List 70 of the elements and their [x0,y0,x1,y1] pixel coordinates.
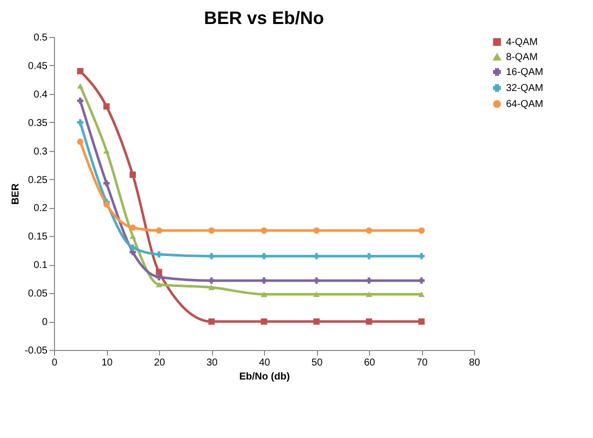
y-tick-label: 0.45 [28,60,48,72]
point [77,68,84,74]
point [156,251,162,258]
point [313,227,320,234]
x-axis-title: Eb/No (db) [239,372,290,382]
point [77,138,84,145]
legend-label: 64-QAM [506,99,544,110]
x-tick-label: 60 [364,358,376,368]
point [418,318,425,325]
y-tick-label: 0.5 [34,32,48,44]
point [260,291,268,297]
point [260,252,268,260]
y-tick-label: 0.1 [34,260,48,272]
y-axis-title: BER [10,182,22,205]
point [418,227,425,234]
y-tick-label: 0.35 [28,118,48,129]
point [418,291,425,297]
y-tick-label: 0.15 [28,232,48,243]
point [313,277,320,284]
point [418,252,425,260]
point [208,318,215,325]
x-tick-label: 40 [258,358,270,368]
legend-label: 16-QAM [506,67,544,78]
point [156,227,162,234]
legend-label: 8-QAM [506,52,538,63]
point [260,318,268,325]
point [313,318,320,325]
x-tick-label: 80 [468,358,480,368]
x-tick-label: 0 [52,358,58,368]
x-tick-label: 30 [206,358,218,368]
point [77,83,84,89]
point [77,98,84,104]
legend-label: 32-QAM [506,83,544,94]
y-tick-label: 0.2 [34,203,48,214]
point [366,291,372,297]
point [260,227,268,234]
x-tick-label: 20 [154,358,166,368]
point [313,252,320,260]
point [103,201,110,208]
point [130,224,136,231]
point [208,277,215,284]
y-tick-label: -0.05 [24,346,48,356]
point [366,227,372,234]
point [208,284,215,290]
legend-label: 4-QAM [506,37,538,48]
point [208,252,215,260]
point [418,277,425,284]
x-tick-label: 50 [311,358,323,368]
point [156,274,162,280]
point [366,252,372,260]
y-tick-label: 0.4 [34,89,48,100]
y-tick-label: 0.3 [34,146,48,158]
point [208,227,215,234]
point [156,282,162,288]
point [366,277,372,284]
chart-title: BER vs Eb/No [204,8,324,28]
point [313,291,320,297]
point [103,180,110,186]
point [366,318,372,325]
point [103,148,110,154]
x-tick-label: 70 [416,358,428,368]
point [103,103,110,110]
x-tick-label: 10 [101,358,113,368]
y-tick-label: 0.25 [28,174,48,186]
point [130,244,136,251]
point [130,172,136,178]
y-tick-label: 0 [42,317,48,328]
y-tick-label: 0.05 [28,288,48,300]
point [77,119,84,126]
point [260,277,268,284]
